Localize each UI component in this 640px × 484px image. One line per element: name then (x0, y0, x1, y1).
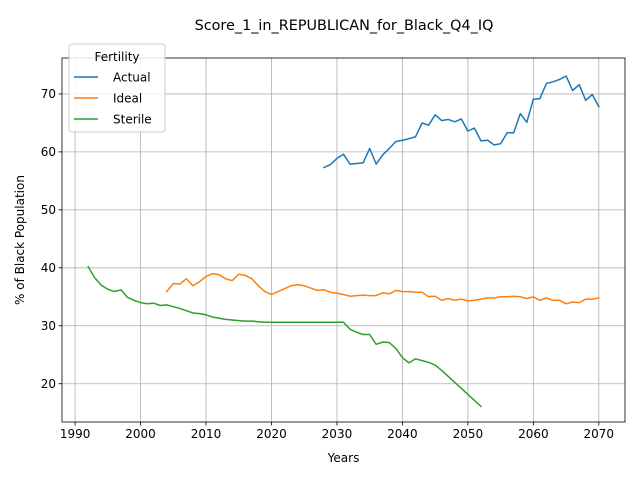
series-line-ideal (165, 272, 600, 305)
series-line-sterile (87, 265, 483, 408)
x-tick-label: 1990 (60, 427, 91, 441)
legend-label-sterile: Sterile (113, 113, 152, 127)
gridlines (62, 58, 625, 422)
x-tick-label: 2000 (125, 427, 156, 441)
x-tick-label: 2040 (387, 427, 418, 441)
legend-label-ideal: Ideal (113, 92, 142, 106)
y-tick-label: 70 (41, 87, 56, 101)
y-tick-label: 40 (41, 261, 56, 275)
legend-box (68, 43, 166, 133)
y-tick-label: 20 (41, 377, 56, 391)
legend-label-actual: Actual (113, 71, 151, 85)
y-tick-label: 60 (41, 145, 56, 159)
x-tick-label: 2030 (322, 427, 353, 441)
series-line-actual (322, 75, 600, 169)
x-tick-label: 2020 (256, 427, 287, 441)
y-tick-label: 30 (41, 319, 56, 333)
y-axis-label: % of Black Population (13, 175, 27, 305)
x-tick-label: 2010 (191, 427, 222, 441)
y-tick-label: 50 (41, 203, 56, 217)
legend-title: Fertility (94, 50, 139, 64)
axis-ticks: 1990 2000 2010 2020 2030 2040 2050 2060 20702030… (41, 87, 614, 441)
x-tick-label: 2060 (518, 427, 549, 441)
series-lines (87, 75, 600, 408)
x-tick-label: 2070 (584, 427, 615, 441)
x-axis-label: Years (327, 451, 360, 465)
plot-frame (61, 57, 626, 423)
x-tick-label: 2050 (453, 427, 484, 441)
chart-title: Score_1_in_REPUBLICAN_for_Black_Q4_IQ (195, 18, 494, 34)
legend: Fertility Actual Ideal Sterile (68, 43, 166, 133)
